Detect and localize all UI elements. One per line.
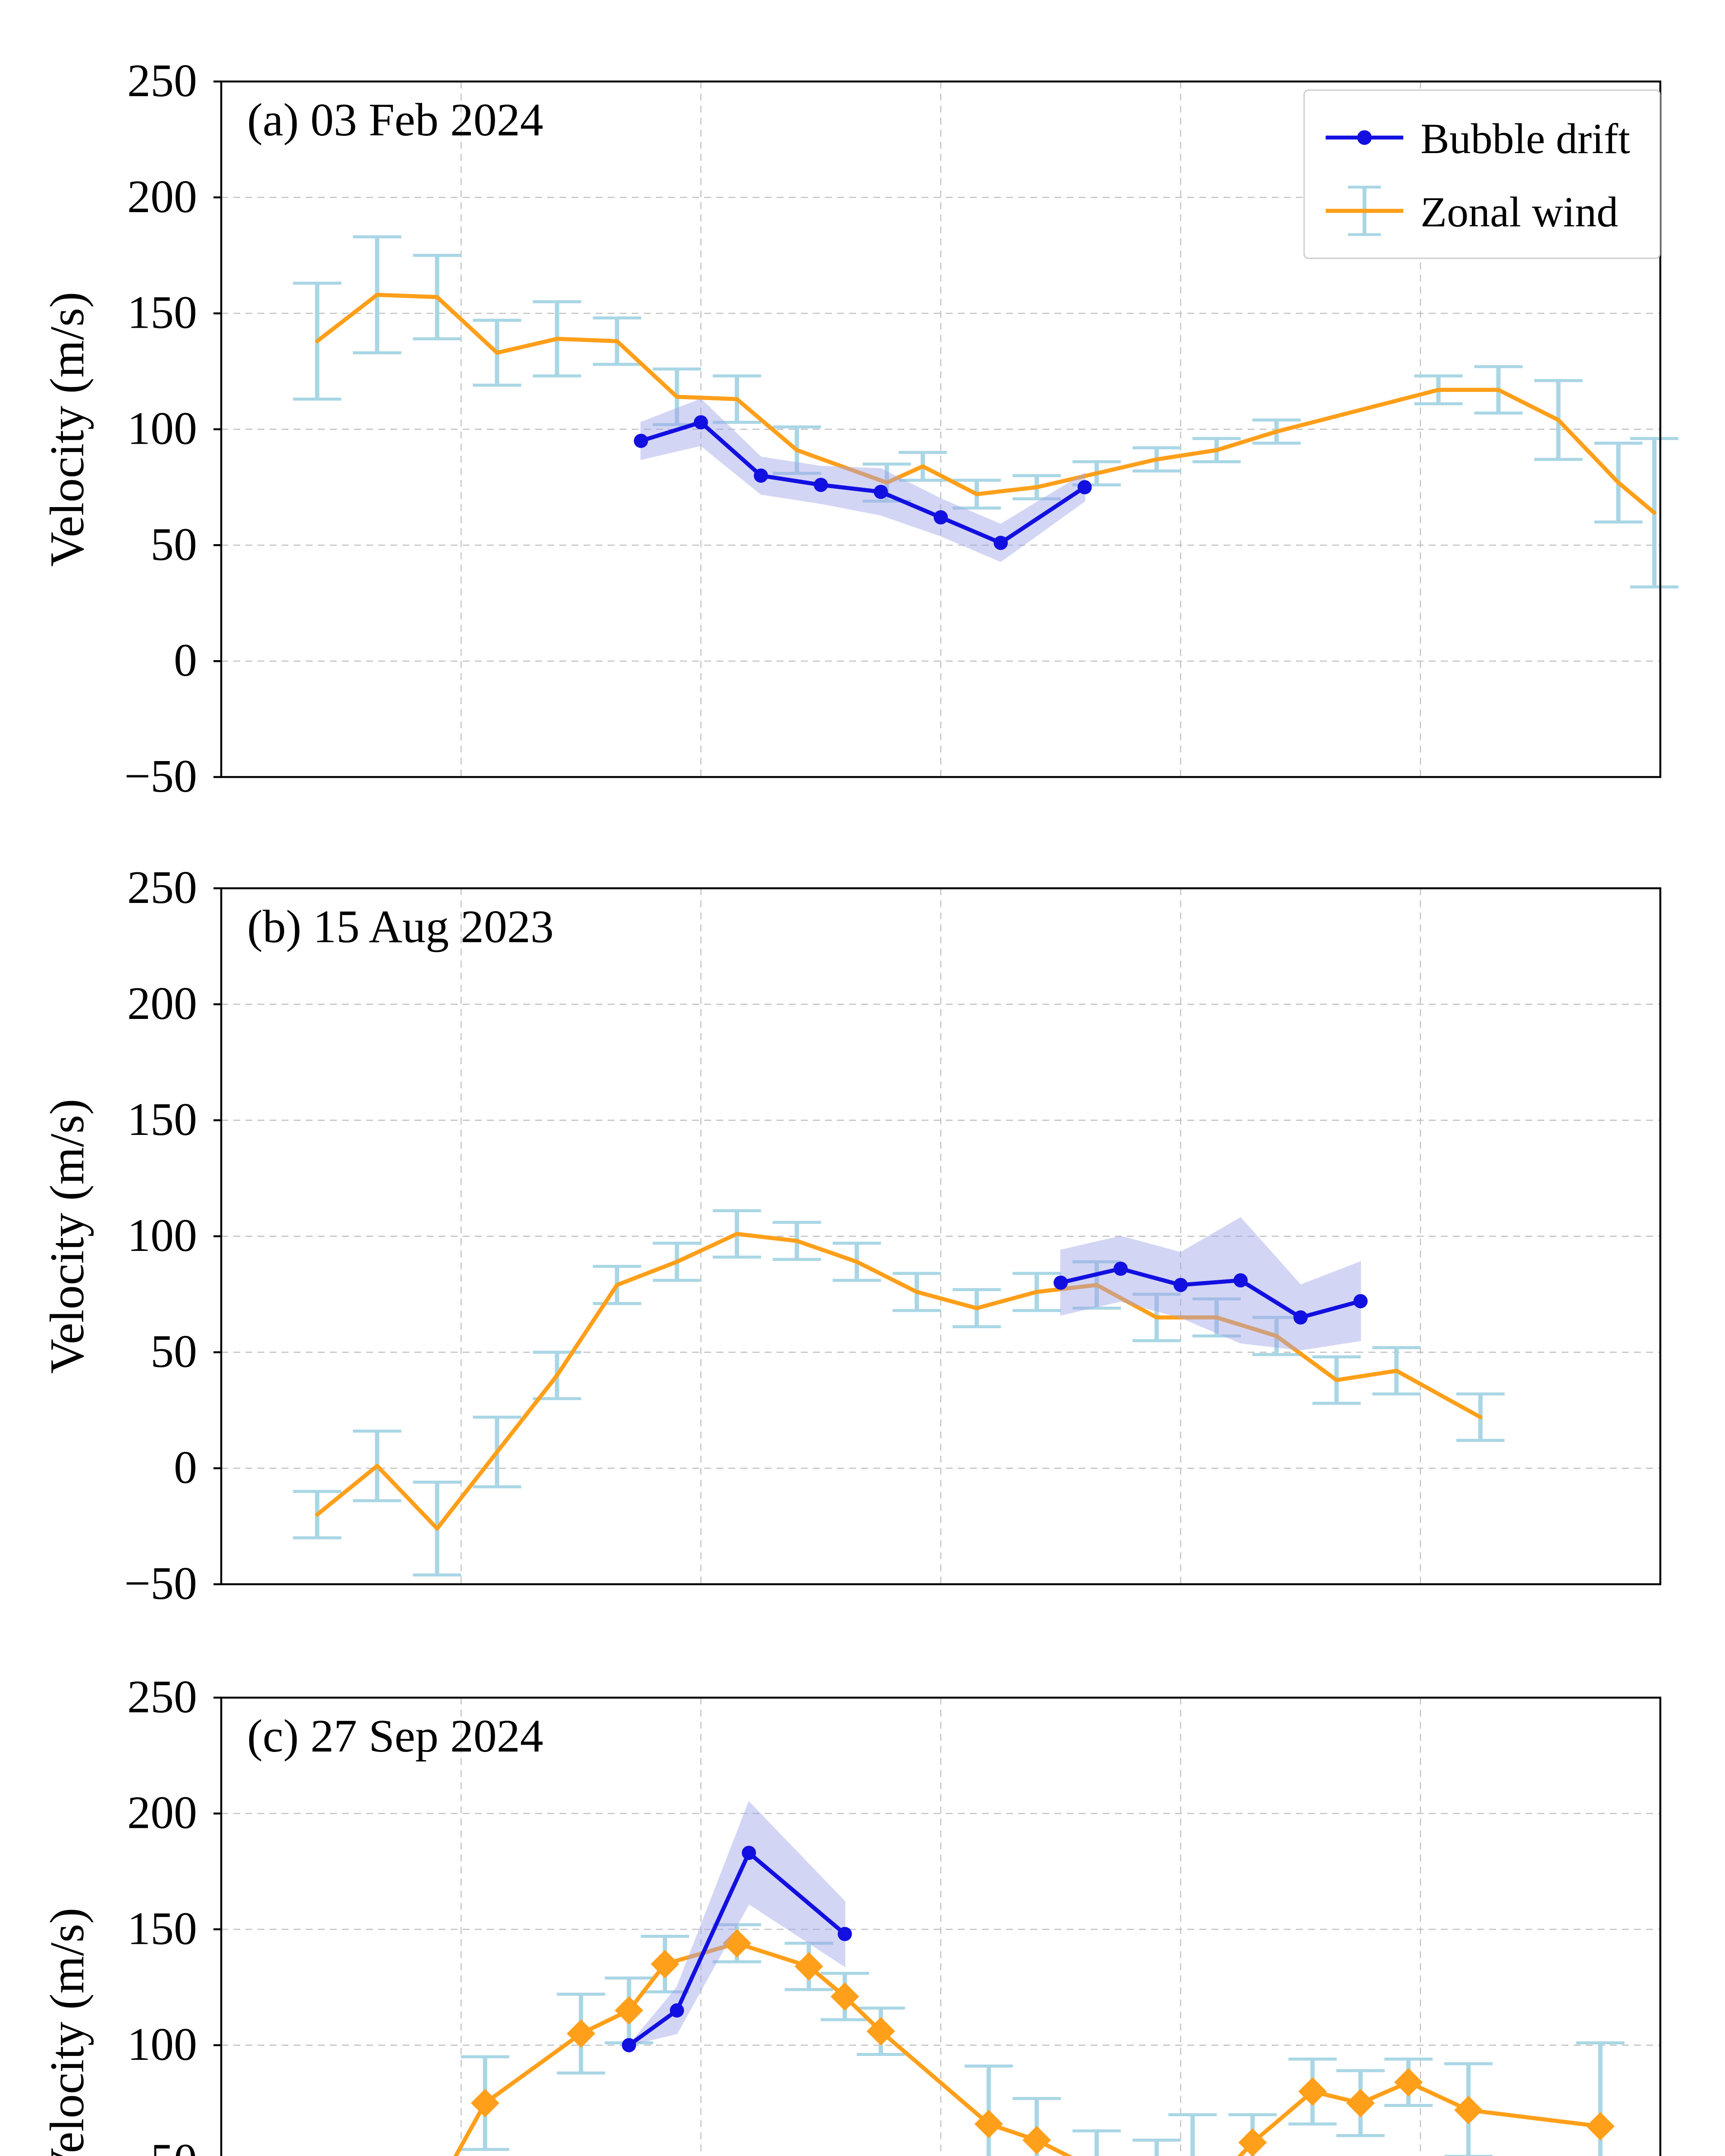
svg-text:50: 50	[151, 2135, 197, 2156]
svg-text:−50: −50	[124, 751, 197, 802]
svg-text:0: 0	[174, 1442, 197, 1493]
svg-text:100: 100	[127, 2019, 197, 2070]
svg-text:Velocity (m/s): Velocity (m/s)	[41, 1908, 94, 2156]
svg-text:150: 150	[127, 287, 197, 338]
svg-text:250: 250	[127, 862, 197, 913]
svg-text:Bubble drift: Bubble drift	[1421, 115, 1630, 163]
svg-text:150: 150	[127, 1903, 197, 1954]
svg-text:150: 150	[127, 1094, 197, 1145]
svg-text:200: 200	[127, 978, 197, 1029]
svg-text:(b) 15 Aug 2023: (b) 15 Aug 2023	[247, 901, 554, 953]
svg-text:100: 100	[127, 403, 197, 454]
svg-text:200: 200	[127, 171, 197, 222]
svg-text:250: 250	[127, 1671, 197, 1723]
svg-text:250: 250	[127, 55, 197, 107]
svg-text:200: 200	[127, 1787, 197, 1839]
svg-text:Zonal wind: Zonal wind	[1421, 188, 1618, 236]
svg-text:100: 100	[127, 1210, 197, 1261]
svg-text:(c) 27 Sep 2024: (c) 27 Sep 2024	[247, 1711, 543, 1762]
svg-text:50: 50	[151, 1326, 197, 1377]
svg-text:(a) 03 Feb 2024: (a) 03 Feb 2024	[247, 94, 543, 146]
svg-text:0: 0	[174, 635, 197, 686]
svg-text:Velocity (m/s): Velocity (m/s)	[41, 1099, 94, 1374]
svg-text:−50: −50	[124, 1558, 197, 1609]
svg-text:Velocity (m/s): Velocity (m/s)	[41, 292, 94, 567]
svg-text:50: 50	[151, 519, 197, 570]
